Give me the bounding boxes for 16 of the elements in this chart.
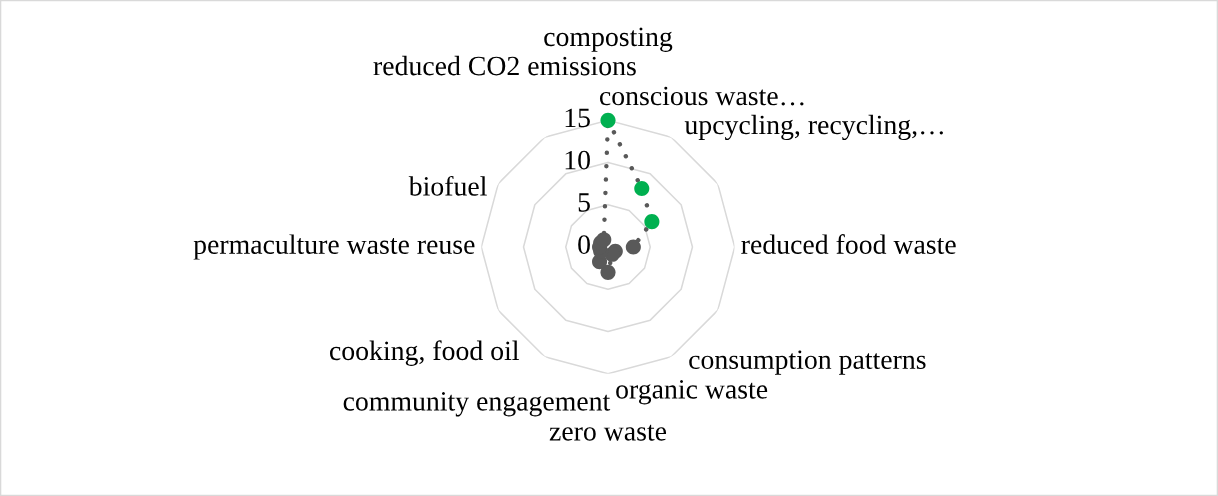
y-tick-label: 0 <box>578 235 590 254</box>
spoke-label: cooking, food oil <box>330 340 519 366</box>
spoke-label: composting <box>544 27 673 52</box>
y-tick-label: 10 <box>565 150 590 170</box>
y-tick-label: 5 <box>578 193 590 212</box>
spoke-label: zero waste <box>549 424 667 441</box>
spoke-label: conscious waste… <box>599 86 804 106</box>
spoke-label: permaculture waste reuse <box>193 234 475 260</box>
y-tick-label: 15 <box>565 108 590 128</box>
spoke-label: consumption patterns <box>689 350 926 375</box>
spoke-label: community engagement <box>343 392 611 417</box>
spoke-label: biofuel <box>408 175 487 196</box>
spoke-label: reduced food waste <box>741 234 956 254</box>
spoke-label: organic waste <box>616 380 768 405</box>
spoke-label: upcycling, recycling,… <box>684 114 943 141</box>
spoke-label: reduced CO2 emissions <box>373 55 636 76</box>
